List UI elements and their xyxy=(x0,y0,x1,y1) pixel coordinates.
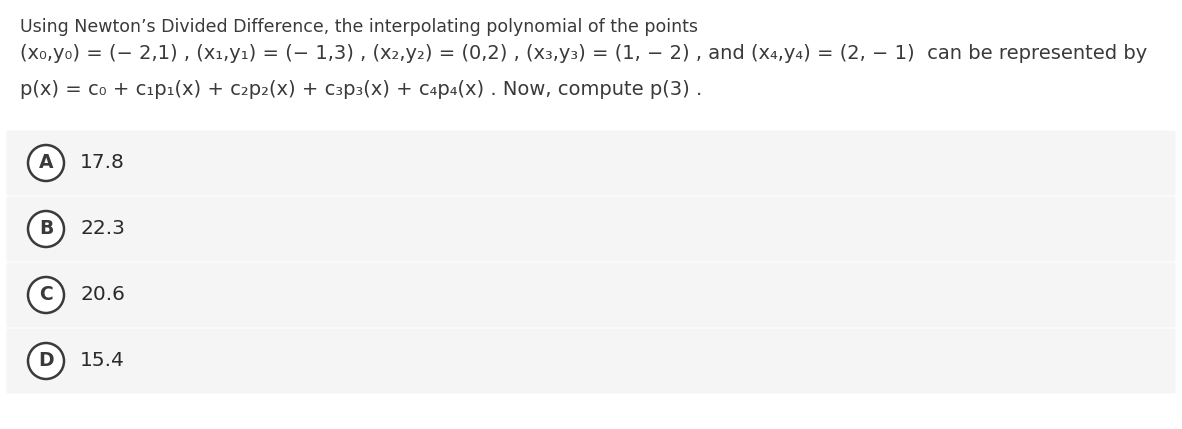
Text: Using Newton’s Divided Difference, the interpolating polynomial of the points: Using Newton’s Divided Difference, the i… xyxy=(20,18,699,36)
Text: A: A xyxy=(39,154,53,172)
Circle shape xyxy=(28,343,64,379)
FancyBboxPatch shape xyxy=(6,196,1176,262)
Text: p(x) = c₀ + c₁p₁(x) + c₂p₂(x) + c₃p₃(x) + c₄p₄(x) . Now, compute p(3) .: p(x) = c₀ + c₁p₁(x) + c₂p₂(x) + c₃p₃(x) … xyxy=(20,80,702,99)
Circle shape xyxy=(28,145,64,181)
Text: 15.4: 15.4 xyxy=(80,351,125,371)
Circle shape xyxy=(28,211,64,247)
FancyBboxPatch shape xyxy=(6,130,1176,196)
Text: 17.8: 17.8 xyxy=(80,154,125,172)
Text: 22.3: 22.3 xyxy=(80,220,125,239)
Text: D: D xyxy=(38,351,54,371)
FancyBboxPatch shape xyxy=(6,329,1176,393)
Text: C: C xyxy=(39,286,53,305)
Text: B: B xyxy=(39,220,53,239)
Text: (x₀,y₀) = (− 2,1) , (x₁,y₁) = (− 1,3) , (x₂,y₂) = (0,2) , (x₃,y₃) = (1, − 2) , a: (x₀,y₀) = (− 2,1) , (x₁,y₁) = (− 1,3) , … xyxy=(20,44,1148,63)
FancyBboxPatch shape xyxy=(6,263,1176,327)
Text: 20.6: 20.6 xyxy=(80,286,125,305)
Circle shape xyxy=(28,277,64,313)
